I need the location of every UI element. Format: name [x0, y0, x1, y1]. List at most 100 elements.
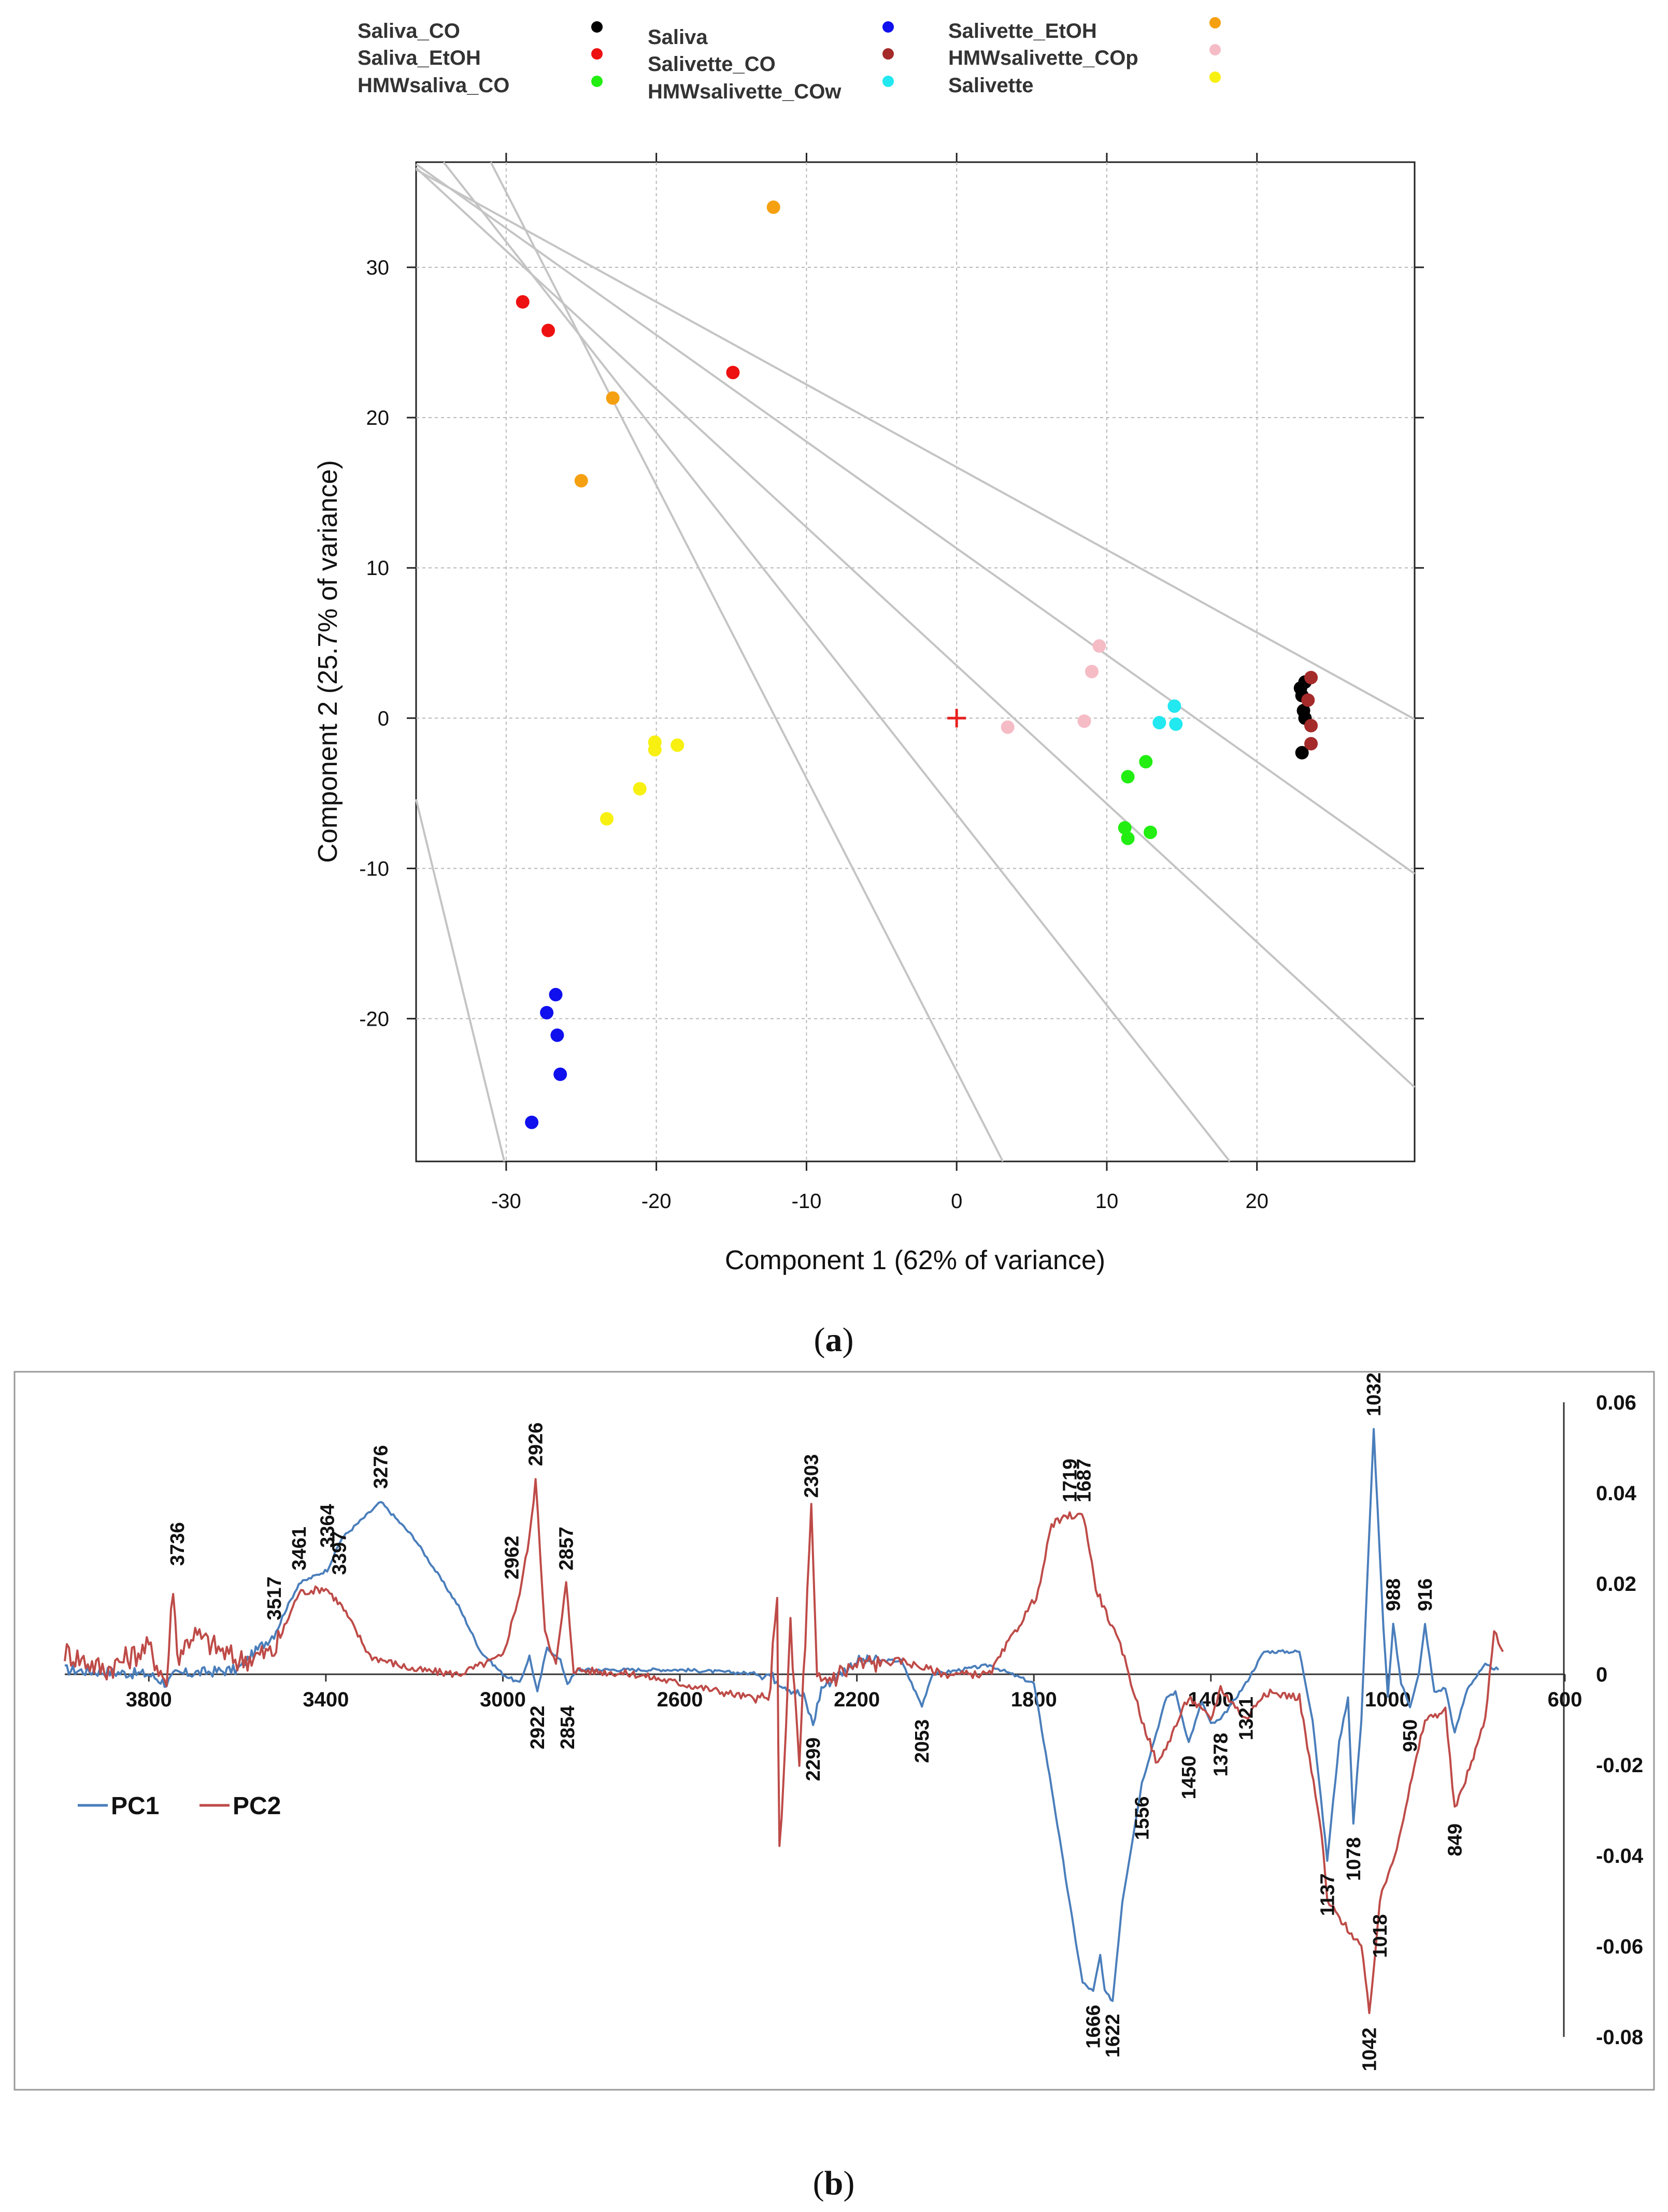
a-point-red-2 — [726, 366, 740, 380]
a-point-pink-0 — [1092, 639, 1106, 653]
b-peak-label-12: 1032 — [1363, 1372, 1385, 1416]
b-series-line-PC1 — [64, 1428, 1500, 2002]
panel-a-caption-label: a — [825, 1321, 843, 1359]
a-xtick-label-4: 10 — [1095, 1190, 1119, 1213]
a-reference-line-2 — [415, 167, 1416, 1088]
a-legend-swatch-7 — [1209, 44, 1221, 55]
a-point-blue-4 — [525, 1115, 539, 1129]
a-point-brown-1 — [1301, 693, 1315, 707]
b-peak-label-14: 916 — [1415, 1578, 1436, 1611]
panel-a-reference-lines — [415, 161, 1416, 1162]
a-point-brown-0 — [1304, 670, 1318, 684]
b-xtick-label-5: 1800 — [1011, 1688, 1057, 1711]
a-legend-label-4: Salivette_CO — [648, 53, 776, 76]
b-ytick-label-0: 0.06 — [1596, 1391, 1636, 1414]
b-peak-label-7: 2926 — [525, 1423, 547, 1467]
b-ytick-label-2: 0.02 — [1596, 1573, 1636, 1596]
a-point-blue-2 — [550, 1028, 564, 1042]
panel-a-x-axis-title: Component 1 (62% of variance) — [725, 1245, 1105, 1275]
b-peak-label-25: 849 — [1444, 1823, 1466, 1856]
a-point-pink-3 — [1001, 720, 1015, 734]
b-xtick-label-1: 3400 — [303, 1688, 349, 1711]
panel-a-scatter-plot: Saliva_CO Saliva_EtOH HMWsaliva_CO Saliva Sa… — [313, 17, 1424, 1359]
panel-a-points — [516, 200, 1318, 1129]
b-xtick-label-6: 1400 — [1188, 1688, 1234, 1711]
b-ytick-label-5: -0.04 — [1596, 1845, 1644, 1868]
a-legend-label-2: HMWsaliva_CO — [358, 74, 509, 97]
a-reference-line-3 — [443, 161, 1231, 1162]
a-point-cyan-0 — [1167, 699, 1181, 713]
b-peak-label-20: 1450 — [1178, 1756, 1200, 1800]
b-peak-label-3: 3364 — [317, 1504, 338, 1548]
b-peak-label-6: 2962 — [502, 1535, 523, 1579]
a-ytick-label-5: -20 — [359, 1008, 389, 1030]
a-point-yellow-4 — [600, 812, 614, 826]
b-peak-label-26: 1137 — [1317, 1873, 1338, 1916]
panel-a-plot-frame — [415, 161, 1416, 1162]
a-legend-swatch-1 — [591, 48, 603, 60]
a-legend-swatch-2 — [591, 76, 603, 87]
b-peak-label-24: 950 — [1400, 1719, 1421, 1752]
b-peak-label-29: 1622 — [1102, 2014, 1124, 2058]
panel-b-frame — [13, 1371, 1655, 2091]
a-legend-swatch-5 — [882, 76, 894, 87]
a-legend-label-1: Saliva_EtOH — [358, 47, 481, 69]
a-point-green-0 — [1139, 755, 1153, 769]
a-legend-label-0: Saliva_CO — [358, 20, 460, 42]
b-peak-label-19: 1556 — [1132, 1797, 1153, 1841]
b-peak-label-13: 988 — [1383, 1578, 1405, 1611]
a-xtick-label-3: 0 — [951, 1190, 962, 1213]
b-peak-label-22: 1321 — [1235, 1697, 1257, 1741]
a-point-yellow-1 — [648, 743, 662, 757]
b-xtick-label-4: 2200 — [834, 1688, 880, 1711]
b-legend-label-PC2: PC2 — [233, 1792, 281, 1820]
a-xtick-label-5: 20 — [1245, 1190, 1268, 1213]
b-legend-label-PC1: PC1 — [111, 1792, 159, 1820]
a-ytick-label-1: 20 — [366, 407, 390, 429]
b-peak-label-16: 2854 — [557, 1706, 579, 1750]
b-peak-label-0: 3736 — [167, 1522, 189, 1566]
panel-b-axes: 3800 3400 3000 2600 2200 1800 1400 1000 6000.060… — [65, 1391, 1644, 2049]
a-point-pink-2 — [1077, 714, 1091, 728]
b-peak-label-10: 1719 — [1059, 1459, 1081, 1503]
a-point-brown-2 — [1304, 719, 1318, 732]
a-legend-label-6: Salivette_EtOH — [948, 20, 1097, 42]
a-ytick-label-2: 10 — [366, 557, 390, 580]
a-point-green-4 — [1143, 825, 1157, 839]
b-peak-label-27: 1018 — [1370, 1914, 1391, 1958]
a-point-green-2 — [1118, 821, 1132, 835]
b-peak-label-28: 1666 — [1083, 2005, 1105, 2049]
a-point-red-1 — [541, 323, 555, 337]
b-ytick-label-3: 0 — [1596, 1663, 1607, 1686]
a-legend-swatch-6 — [1209, 17, 1221, 28]
panel-a-y-axis-title: Component 2 (25.7% of variance) — [313, 460, 343, 863]
b-series-line-PC2 — [64, 1478, 1504, 2014]
a-xtick-label-1: -20 — [641, 1190, 672, 1213]
a-point-cyan-2 — [1169, 717, 1183, 731]
b-peak-label-17: 2299 — [803, 1737, 824, 1782]
b-peak-label-5: 3276 — [370, 1445, 392, 1489]
a-point-orange-2 — [574, 473, 588, 487]
a-point-blue-3 — [553, 1067, 567, 1081]
a-legend-swatch-8 — [1209, 71, 1221, 83]
b-peak-label-23: 1078 — [1343, 1837, 1365, 1881]
panel-a-axis-ticks: -30 -20 -10 0 10 20 30 20 10 0 -10 -20 — [359, 153, 1424, 1213]
b-xtick-label-8: 600 — [1548, 1688, 1583, 1711]
a-point-green-3 — [1121, 831, 1135, 845]
panel-b-caption: (b) — [813, 2164, 855, 2202]
panel-b-legend: PC1 PC2 — [78, 1792, 281, 1820]
a-legend-swatch-3 — [882, 21, 894, 33]
b-peak-label-30: 1042 — [1359, 2028, 1381, 2072]
b-peak-label-2: 3461 — [289, 1527, 310, 1571]
b-peak-label-1: 3517 — [264, 1576, 286, 1620]
b-peak-label-18: 2053 — [911, 1719, 933, 1763]
a-legend-label-8: Salivette — [948, 74, 1034, 97]
a-point-brown-3 — [1304, 737, 1318, 751]
b-xtick-label-2: 3000 — [480, 1688, 526, 1711]
a-point-orange-1 — [606, 391, 620, 405]
b-xtick-label-3: 2600 — [657, 1688, 703, 1711]
b-peak-label-11: 1687 — [1074, 1459, 1095, 1503]
panel-a-origin-marker — [947, 709, 966, 728]
